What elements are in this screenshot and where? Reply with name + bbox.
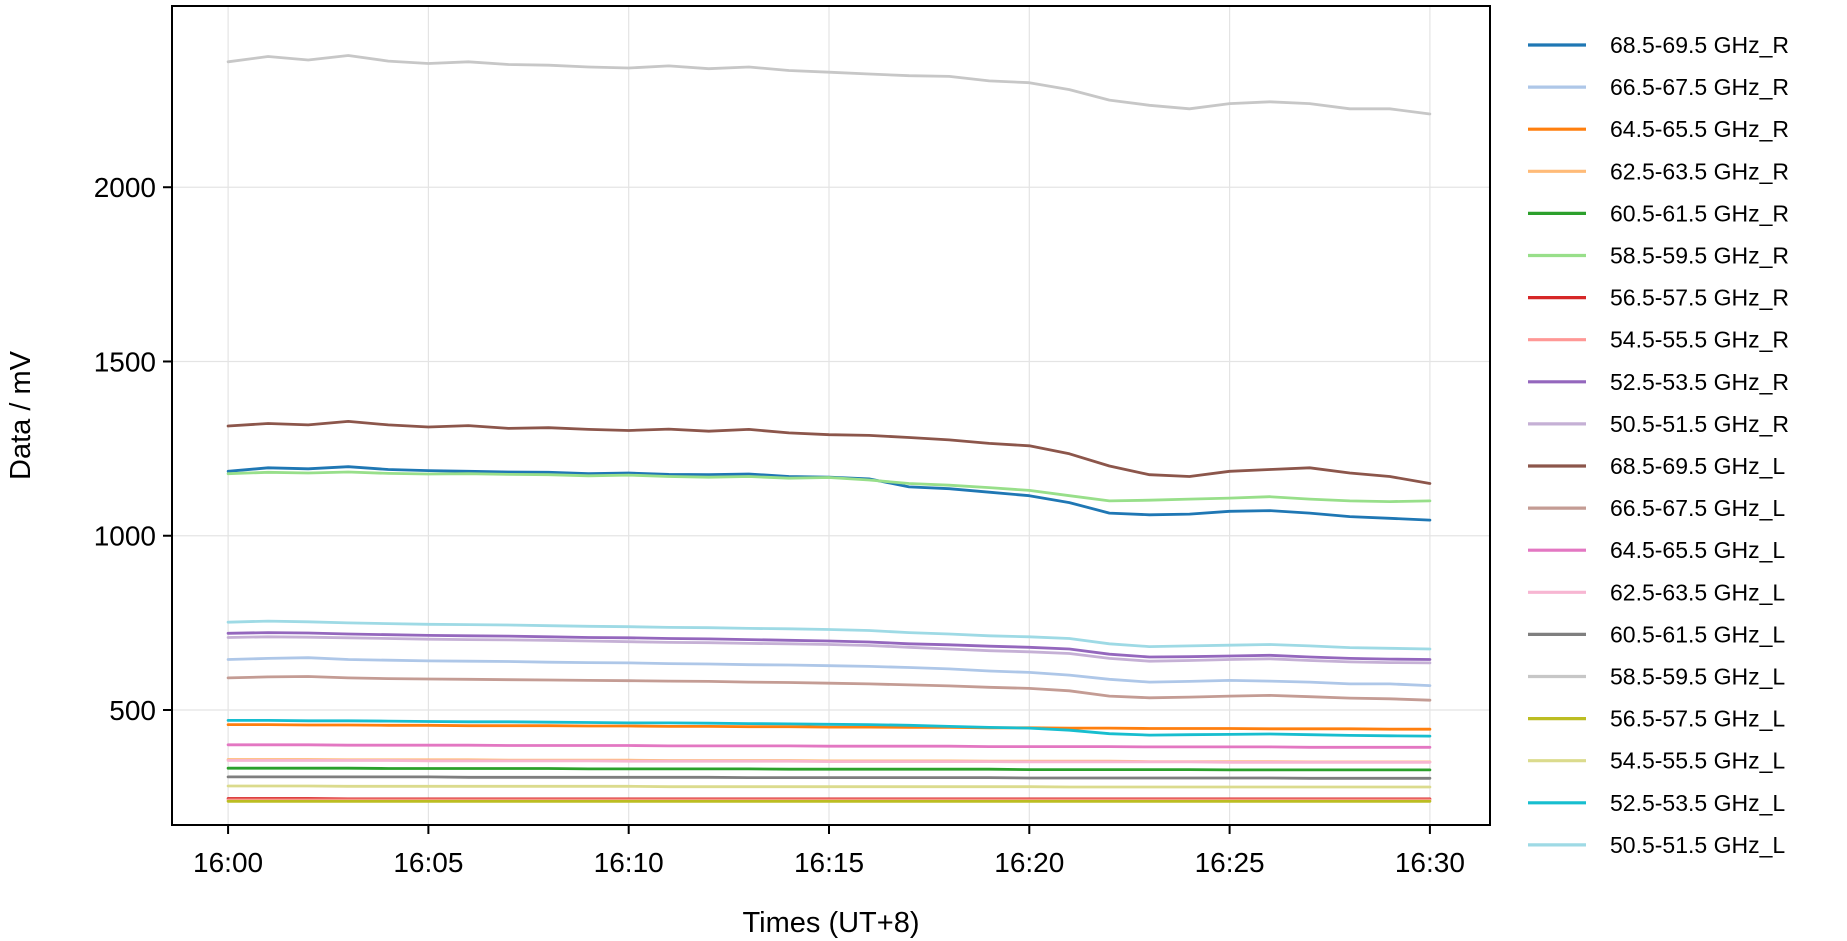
legend-item: 52.5-53.5 GHz_R: [1528, 369, 1789, 395]
legend-item: 58.5-59.5 GHz_L: [1528, 664, 1785, 690]
legend-item: 64.5-65.5 GHz_R: [1528, 116, 1789, 142]
legend-item: 52.5-53.5 GHz_L: [1528, 790, 1785, 816]
legend-label: 62.5-63.5 GHz_R: [1610, 158, 1789, 184]
y-tick-label: 500: [109, 695, 156, 726]
legend-label: 58.5-59.5 GHz_L: [1610, 664, 1785, 690]
x-tick-label: 16:20: [994, 847, 1064, 878]
legend-label: 52.5-53.5 GHz_L: [1610, 790, 1785, 816]
legend-label: 58.5-59.5 GHz_R: [1610, 243, 1789, 269]
series-line: [226, 675, 1432, 702]
legend: 68.5-69.5 GHz_R 66.5-67.5 GHz_R 64.5-65.5 …: [1528, 32, 1789, 858]
legend-label: 56.5-57.5 GHz_R: [1610, 285, 1789, 311]
x-axis: 16:00 16:05 16:10 16:15 16:20 16:25 16:30: [193, 825, 1465, 878]
legend-label: 66.5-67.5 GHz_R: [1610, 74, 1789, 100]
legend-label: 60.5-61.5 GHz_L: [1610, 621, 1785, 647]
legend-item: 54.5-55.5 GHz_R: [1528, 327, 1789, 353]
legend-item: 68.5-69.5 GHz_R: [1528, 32, 1789, 58]
series-line: [226, 54, 1432, 116]
series-line: [226, 723, 1432, 731]
series-line: [226, 470, 1432, 504]
plot-frame: [171, 5, 1491, 826]
legend-item: 62.5-63.5 GHz_R: [1528, 158, 1789, 184]
y-axis: 500 1000 1500 2000: [94, 172, 172, 726]
legend-label: 56.5-57.5 GHz_L: [1610, 706, 1785, 732]
legend-item: 54.5-55.5 GHz_L: [1528, 748, 1785, 774]
series-line: [226, 759, 1432, 764]
legend-label: 64.5-65.5 GHz_R: [1610, 116, 1789, 142]
x-tick-label: 16:25: [1195, 847, 1265, 878]
series-line: [226, 419, 1432, 485]
legend-item: 58.5-59.5 GHz_R: [1528, 243, 1789, 269]
legend-label: 64.5-65.5 GHz_L: [1610, 537, 1785, 563]
legend-label: 52.5-53.5 GHz_R: [1610, 369, 1789, 395]
x-tick-label: 16:15: [794, 847, 864, 878]
grid-lines: [172, 6, 1490, 825]
series-line: [226, 619, 1432, 651]
x-tick-label: 16:10: [594, 847, 664, 878]
x-axis-title: Times (UT+8): [743, 907, 920, 939]
series-lines: [226, 54, 1432, 803]
series-line: [226, 635, 1432, 665]
legend-item: 60.5-61.5 GHz_R: [1528, 200, 1789, 226]
legend-label: 54.5-55.5 GHz_L: [1610, 748, 1785, 774]
legend-label: 68.5-69.5 GHz_L: [1610, 453, 1785, 479]
legend-item: 64.5-65.5 GHz_L: [1528, 537, 1785, 563]
legend-item: 68.5-69.5 GHz_L: [1528, 453, 1785, 479]
legend-item: 60.5-61.5 GHz_L: [1528, 621, 1785, 647]
legend-item: 62.5-63.5 GHz_L: [1528, 579, 1785, 605]
series-line: [226, 775, 1432, 780]
legend-label: 62.5-63.5 GHz_L: [1610, 579, 1785, 605]
x-tick-label: 16:00: [193, 847, 263, 878]
legend-item: 56.5-57.5 GHz_L: [1528, 706, 1785, 732]
y-tick-label: 2000: [94, 172, 156, 203]
series-line: [226, 631, 1432, 661]
x-tick-label: 16:05: [393, 847, 463, 878]
series-line: [226, 656, 1432, 687]
legend-item: 56.5-57.5 GHz_R: [1528, 285, 1789, 311]
legend-label: 50.5-51.5 GHz_R: [1610, 411, 1789, 437]
legend-item: 50.5-51.5 GHz_R: [1528, 411, 1789, 437]
y-tick-label: 1000: [94, 521, 156, 552]
legend-label: 68.5-69.5 GHz_R: [1610, 32, 1789, 58]
x-tick-label: 16:30: [1395, 847, 1465, 878]
legend-item: 66.5-67.5 GHz_R: [1528, 74, 1789, 100]
legend-label: 54.5-55.5 GHz_R: [1610, 327, 1789, 353]
y-tick-label: 1500: [94, 346, 156, 377]
series-line: [226, 766, 1432, 772]
legend-label: 66.5-67.5 GHz_L: [1610, 495, 1785, 521]
series-line: [226, 719, 1432, 738]
legend-label: 50.5-51.5 GHz_L: [1610, 832, 1785, 858]
series-line: [226, 743, 1432, 749]
y-axis-title: Data / mV: [5, 350, 37, 480]
legend-item: 66.5-67.5 GHz_L: [1528, 495, 1785, 521]
legend-item: 50.5-51.5 GHz_L: [1528, 832, 1785, 858]
series-line: [226, 784, 1432, 789]
legend-label: 60.5-61.5 GHz_R: [1610, 200, 1789, 226]
